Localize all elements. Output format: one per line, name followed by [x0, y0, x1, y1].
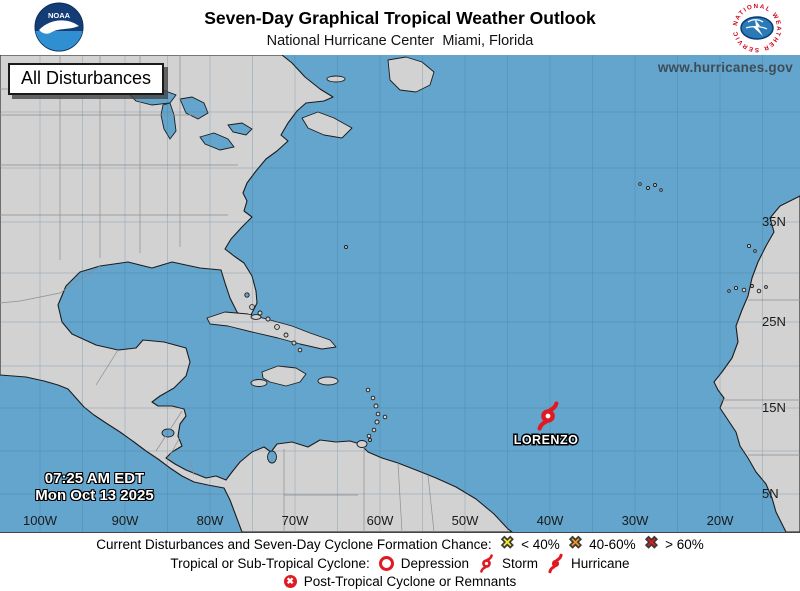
nova-scotia	[301, 111, 353, 139]
graticule	[0, 55, 800, 532]
africa-landmass	[713, 195, 800, 532]
trinidad	[356, 440, 368, 448]
americas-landmass	[0, 55, 513, 532]
lat-label-25n: 25N	[762, 314, 786, 329]
nws-logo: NATIONAL WEATHER SERVICE	[730, 1, 784, 55]
lat-label-15n: 15N	[762, 400, 786, 415]
lat-label-35n: 35N	[762, 214, 786, 229]
legend-item-high-label: > 60%	[665, 536, 704, 552]
legend-row2-label: Tropical or Sub-Tropical Cyclone:	[170, 555, 370, 571]
lat-label-5n: 5N	[762, 486, 779, 501]
legend-item-post-tropical-label: Post-Tropical Cyclone or Remnants	[303, 574, 517, 590]
political-borders	[0, 55, 800, 532]
hispaniola	[261, 365, 307, 387]
legend-item-low: ✖ < 40%	[500, 535, 560, 553]
x-mark-yellow-icon: ✖	[500, 535, 515, 553]
lon-label-50w: 50W	[451, 513, 479, 528]
header-titles: Seven-Day Graphical Tropical Weather Out…	[100, 0, 700, 55]
legend-item-depression: Depression	[378, 555, 470, 571]
noaa-logo-icon: NOAA	[34, 2, 84, 52]
legend-item-storm-label: Storm	[502, 555, 539, 571]
legend-row-formation-chance: Current Disturbances and Seven-Day Cyclo…	[96, 535, 704, 554]
tropical-storm-icon[interactable]	[537, 401, 559, 431]
legend-item-medium: ✖ 40-60%	[568, 535, 636, 553]
legend-item-storm: Storm	[478, 553, 538, 574]
jamaica	[250, 379, 268, 387]
map-area[interactable]: LORENZO All Disturbances www.hurricanes.…	[0, 55, 800, 533]
legend-item-high: ✖ > 60%	[644, 535, 704, 553]
header: NOAA Seven-Day Graphical Tropical Weathe…	[0, 0, 800, 55]
timestamp: 07:25 AM EDT Mon Oct 13 2025	[12, 470, 177, 504]
lon-label-100w: 100W	[23, 513, 57, 528]
newfoundland	[387, 56, 435, 93]
legend-item-medium-label: 40-60%	[589, 536, 636, 552]
noaa-logo: NOAA	[34, 2, 84, 52]
timestamp-date: Mon Oct 13 2025	[35, 487, 154, 504]
legend-row-cyclone-types: Tropical or Sub-Tropical Cyclone: Depres…	[170, 553, 630, 574]
x-mark-orange-icon: ✖	[568, 535, 583, 553]
post-tropical-icon: ✖	[283, 575, 297, 589]
atlantic-basin-map[interactable]: LORENZO	[0, 55, 800, 532]
lon-label-70w: 70W	[281, 513, 309, 528]
legend-item-depression-label: Depression	[400, 555, 470, 571]
storm-icon	[480, 553, 493, 573]
lon-label-80w: 80W	[196, 513, 224, 528]
legend-item-hurricane: Hurricane	[547, 553, 630, 574]
depression-icon	[378, 555, 394, 571]
noaa-logo-text: NOAA	[48, 11, 71, 20]
puerto-rico	[317, 376, 339, 386]
x-mark-red-icon: ✖	[644, 535, 659, 553]
lon-label-40w: 40W	[536, 513, 564, 528]
lon-label-90w: 90W	[111, 513, 139, 528]
legend-item-post-tropical: ✖ Post-Tropical Cyclone or Remnants	[283, 574, 517, 590]
legend-row1-label: Current Disturbances and Seven-Day Cyclo…	[96, 536, 492, 552]
legend-item-hurricane-label: Hurricane	[571, 555, 630, 571]
hurricane-icon	[548, 553, 563, 573]
legend: Current Disturbances and Seven-Day Cyclo…	[0, 533, 800, 591]
page-title: Seven-Day Graphical Tropical Weather Out…	[204, 8, 596, 28]
timestamp-time: 07:25 AM EDT	[44, 470, 145, 487]
lon-label-30w: 30W	[621, 513, 649, 528]
view-label: All Disturbances	[8, 63, 165, 95]
storm-name-label: LORENZO	[514, 433, 579, 447]
website-link[interactable]: www.hurricanes.gov	[657, 60, 793, 75]
legend-item-low-label: < 40%	[521, 536, 560, 552]
lon-label-20w: 20W	[706, 513, 734, 528]
legend-row-post-tropical: ✖ Post-Tropical Cyclone or Remnants	[283, 573, 517, 591]
page-subtitle: National Hurricane Center Miami, Florida	[266, 33, 534, 49]
lon-label-60w: 60W	[366, 513, 394, 528]
islands	[206, 56, 768, 448]
nws-logo-icon: NATIONAL WEATHER SERVICE	[731, 2, 783, 54]
